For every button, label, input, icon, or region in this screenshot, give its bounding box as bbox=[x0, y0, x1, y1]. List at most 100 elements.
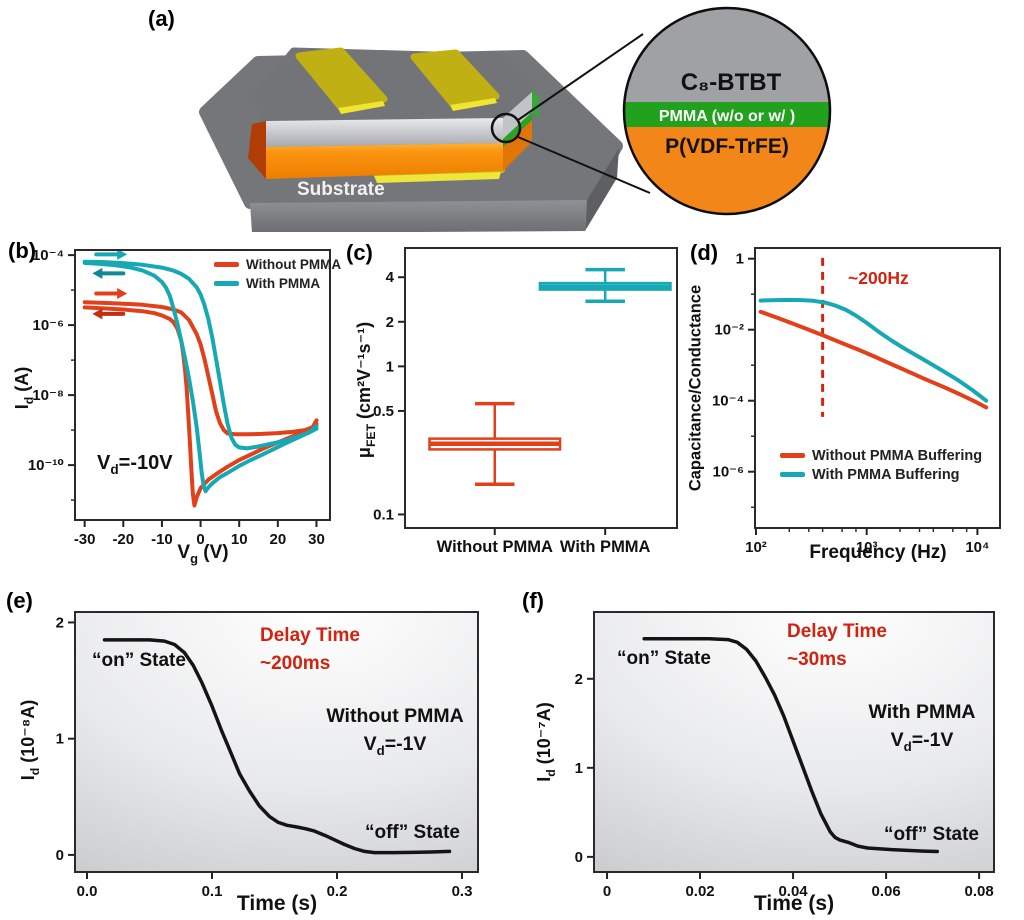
svg-text:0: 0 bbox=[603, 883, 611, 900]
svg-text:0: 0 bbox=[575, 849, 583, 866]
panel-c: (c) Without PMMA With PMMA 4 2 1 0.5 0.1 μFET … bbox=[340, 230, 680, 565]
legend-swatch-with-pmma-buffering bbox=[780, 472, 805, 477]
source-electrode-rim bbox=[338, 101, 385, 114]
inset-pvdf-label: P(VDF-TrFE) bbox=[665, 135, 789, 158]
panel-f-xlabel: Time (s) bbox=[753, 892, 835, 915]
svg-text:10: 10 bbox=[231, 531, 248, 548]
pmma-layer-right bbox=[503, 112, 532, 147]
legend-label: With PMMA bbox=[246, 276, 321, 291]
panel-f-on-state: “on” State bbox=[617, 648, 711, 669]
svg-text:10⁻⁸: 10⁻⁸ bbox=[32, 387, 64, 404]
svg-text:0.3: 0.3 bbox=[452, 883, 473, 900]
legend-swatch-without-pmma-buffering bbox=[780, 453, 805, 458]
panel-e-on-state: “on” State bbox=[92, 650, 186, 671]
panel-f: (f) 0 0.02 0.04 0.06 0.08 0 1 2 Id (10⁻⁷A) Time… bbox=[512, 560, 1024, 920]
svg-text:10⁻⁴: 10⁻⁴ bbox=[712, 393, 744, 410]
legend-label: With PMMA Buffering bbox=[812, 466, 960, 483]
pvdf-layer-right bbox=[503, 120, 532, 171]
svg-text:0.1: 0.1 bbox=[202, 883, 223, 900]
panel-d-xlabel: Frequency (Hz) bbox=[809, 542, 947, 563]
svg-text:10⁻⁴: 10⁻⁴ bbox=[32, 247, 64, 264]
svg-text:10²: 10² bbox=[745, 539, 767, 556]
plot-background bbox=[75, 612, 478, 872]
panel-e-condition-annotation: Without PMMA Vd=-1V bbox=[326, 705, 464, 759]
legend-swatch-without-pmma bbox=[214, 262, 239, 267]
panel-b-vd-annotation: Vd=-10V bbox=[97, 452, 173, 477]
panel-b-tag: (b) bbox=[8, 238, 37, 263]
panel-a-tag: (a) bbox=[148, 6, 175, 31]
panel-d: (d) 10² 10³ 10⁴ 1 10⁻² 10⁻⁴ 10⁻⁶ Capacitance/C… bbox=[680, 230, 1024, 565]
svg-text:0.1: 0.1 bbox=[373, 506, 394, 523]
svg-text:30: 30 bbox=[308, 531, 325, 548]
panel-f-ylabel: Id (10⁻⁷A) bbox=[534, 702, 558, 782]
layer-inset: C₈-BTBT PMMA (w/o or w/ ) P(VDF-TrFE) bbox=[622, 6, 832, 216]
svg-text:10⁴: 10⁴ bbox=[965, 539, 989, 556]
legend-item: With PMMA Buffering bbox=[780, 465, 982, 484]
pmma-edge-glow bbox=[532, 90, 539, 119]
transient-chart-without-pmma: 0.0 0.1 0.2 0.3 0 1 2 bbox=[56, 611, 479, 900]
svg-text:0: 0 bbox=[56, 847, 64, 864]
svg-text:10⁻²: 10⁻² bbox=[714, 322, 744, 339]
c8btbt-layer-face bbox=[266, 118, 503, 147]
panel-e-xlabel: Time (s) bbox=[236, 892, 318, 915]
substrate-front-face bbox=[250, 200, 587, 232]
legend-label: Without PMMA Buffering bbox=[812, 447, 983, 464]
inset-outline bbox=[622, 6, 832, 216]
svg-text:4: 4 bbox=[386, 269, 395, 286]
svg-text:10⁻⁶: 10⁻⁶ bbox=[712, 464, 744, 481]
legend-item: Without PMMA bbox=[214, 255, 341, 274]
panel-f-tag: (f) bbox=[522, 588, 544, 613]
mobility-boxplot-chart: Without PMMA With PMMA 4 2 1 0.5 0.1 bbox=[373, 247, 678, 556]
substrate-label: Substrate bbox=[297, 179, 385, 200]
svg-text:0: 0 bbox=[196, 531, 204, 548]
svg-text:1: 1 bbox=[736, 251, 744, 268]
svg-text:0.5: 0.5 bbox=[373, 403, 394, 420]
panel-e: (e) 0.0 0.1 0.2 0.3 0 1 2 Id (10⁻⁸A) Time (s) … bbox=[0, 560, 512, 920]
svg-text:0.06: 0.06 bbox=[871, 883, 900, 900]
panel-d-tag: (d) bbox=[690, 240, 719, 265]
inset-pmma-region bbox=[624, 102, 830, 127]
svg-text:2: 2 bbox=[56, 614, 64, 631]
zoom-region-circle bbox=[490, 112, 522, 144]
inset-c8btbt-label: C₈-BTBT bbox=[681, 69, 782, 96]
svg-text:20: 20 bbox=[269, 531, 286, 548]
svg-text:Without PMMA: Without PMMA bbox=[437, 538, 553, 556]
panel-d-ylabel: Capacitance/Conductance bbox=[686, 284, 705, 492]
svg-text:2: 2 bbox=[386, 314, 394, 331]
legend-swatch-with-pmma bbox=[214, 281, 239, 286]
svg-text:10⁻¹⁰: 10⁻¹⁰ bbox=[28, 457, 64, 474]
svg-text:0.02: 0.02 bbox=[685, 883, 714, 900]
substrate-right-face bbox=[585, 148, 619, 231]
svg-text:0.08: 0.08 bbox=[965, 883, 994, 900]
svg-text:10³: 10³ bbox=[856, 539, 878, 556]
panel-f-condition-annotation: With PMMA Vd=-1V bbox=[868, 701, 976, 755]
svg-text:0.2: 0.2 bbox=[327, 883, 348, 900]
svg-text:0.04: 0.04 bbox=[778, 883, 808, 900]
source-electrode-icon bbox=[295, 47, 388, 110]
panel-c-tag: (c) bbox=[346, 240, 373, 265]
panel-e-delay-annotation: Delay Time ~200ms bbox=[260, 625, 360, 674]
svg-text:-20: -20 bbox=[112, 531, 134, 548]
panel-b-xlabel: Vg (V) bbox=[177, 542, 229, 566]
svg-text:10⁻⁶: 10⁻⁶ bbox=[32, 317, 64, 334]
panel-e-ylabel: Id (10⁻⁸A) bbox=[18, 699, 42, 781]
legend-label: Without PMMA bbox=[246, 257, 342, 272]
svg-text:0.0: 0.0 bbox=[77, 883, 98, 900]
legend-item: With PMMA bbox=[214, 274, 341, 293]
transfer-curve-chart: -30 -20 -10 0 10 20 30 10⁻⁴ 10⁻⁶ 10⁻⁸ 10⁻¹⁰ bbox=[28, 247, 331, 548]
legend-item: Without PMMA Buffering bbox=[780, 446, 982, 465]
drain-electrode-rim bbox=[450, 98, 497, 111]
drain-electrode-icon bbox=[410, 49, 500, 107]
device-schematic: Substrate bbox=[199, 6, 832, 232]
transient-chart-with-pmma: 0 0.02 0.04 0.06 0.08 0 1 2 bbox=[575, 611, 995, 900]
c8btbt-layer-right bbox=[503, 92, 532, 139]
panel-f-delay-annotation: Delay Time ~30ms bbox=[787, 621, 887, 670]
svg-text:With PMMA: With PMMA bbox=[560, 538, 651, 556]
svg-text:-10: -10 bbox=[151, 531, 173, 548]
svg-text:-30: -30 bbox=[74, 531, 96, 548]
panel-e-off-state: “off” State bbox=[365, 822, 460, 843]
svg-text:2: 2 bbox=[575, 671, 583, 688]
panel-b-legend: Without PMMA With PMMA bbox=[214, 255, 341, 293]
pvdf-layer-face bbox=[266, 143, 503, 179]
svg-text:1: 1 bbox=[56, 731, 64, 748]
